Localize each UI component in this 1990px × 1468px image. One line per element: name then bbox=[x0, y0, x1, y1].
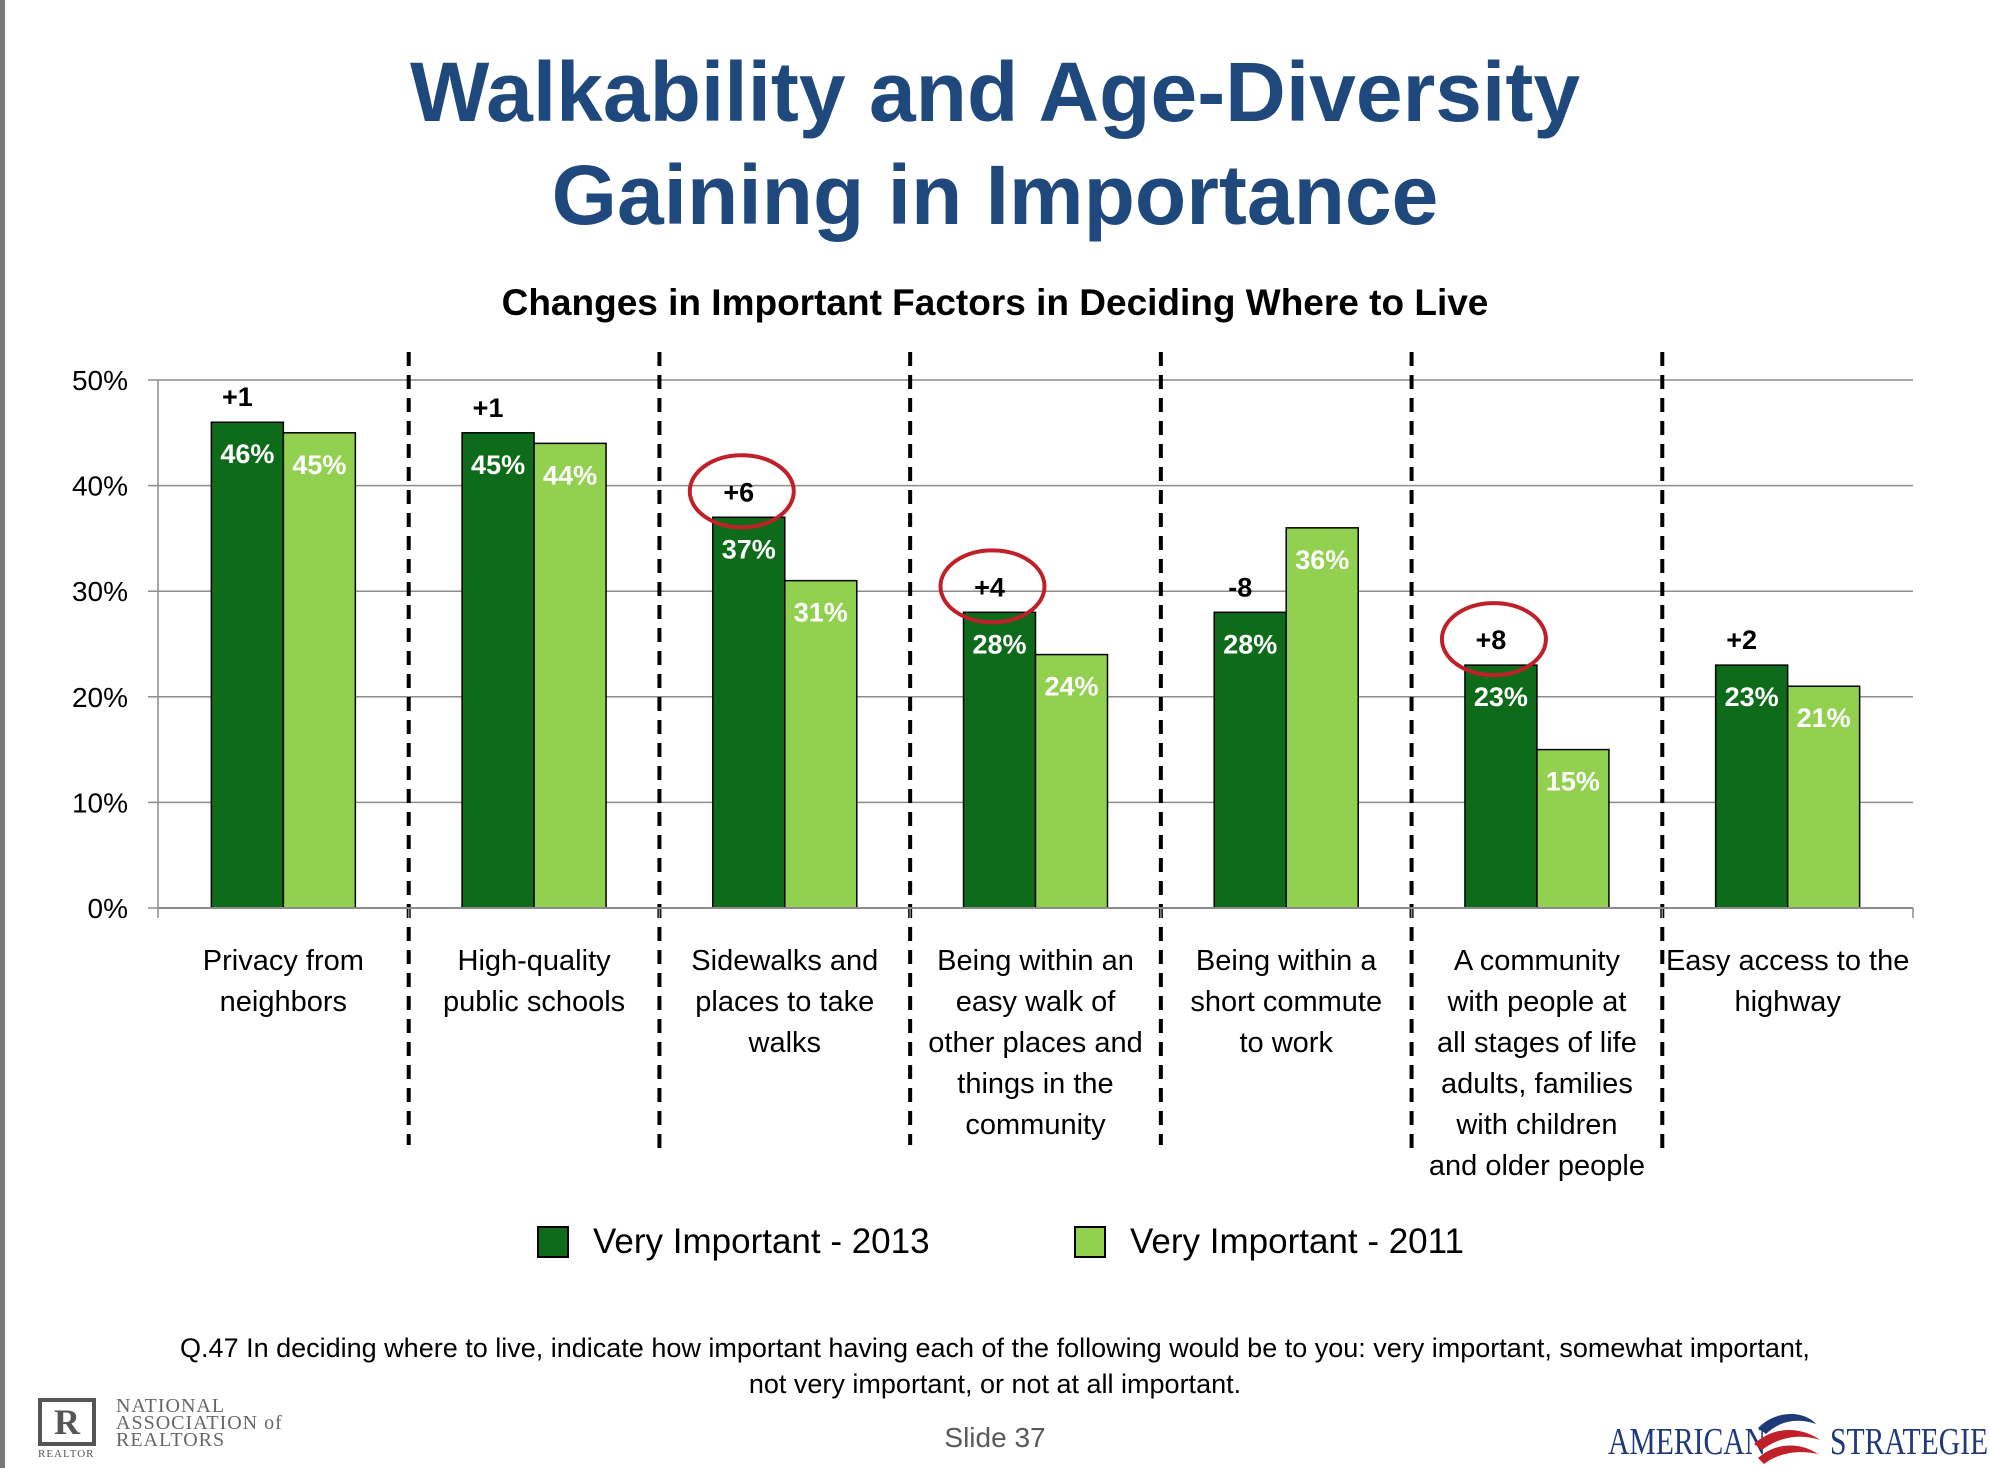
legend-2011: Very Important - 2011 bbox=[1074, 1222, 1464, 1262]
x-category-label: with children bbox=[1455, 1109, 1617, 1141]
x-category-label: A community bbox=[1454, 945, 1620, 977]
x-category-label: High-quality bbox=[458, 945, 612, 977]
data-label-2013: 37% bbox=[722, 534, 776, 564]
bar-2011 bbox=[533, 442, 607, 909]
slide-title-line-2: Gaining in Importance bbox=[551, 148, 1439, 242]
data-label-2013: 46% bbox=[220, 439, 274, 469]
bar-2011 bbox=[1536, 748, 1610, 909]
change-labels: +1 +1 +6 +4 -8 +8 +2 bbox=[222, 382, 1757, 678]
x-category-label: Sidewalks and bbox=[691, 945, 878, 977]
bar-2011 bbox=[1285, 527, 1359, 909]
bar-value-labels: 46% 45% 45% 44% 37% 31% 28% 24% 28% 36% 23% 15% 23% 2… bbox=[220, 439, 1850, 796]
x-category-label: neighbors bbox=[220, 986, 347, 1018]
realtor-r-icon: R bbox=[38, 1398, 96, 1446]
data-label-2011: 24% bbox=[1044, 672, 1098, 702]
x-category-label: to work bbox=[1239, 1027, 1333, 1059]
x-category-label: easy walk of bbox=[956, 986, 1117, 1018]
legend-2013: Very Important - 2013 bbox=[537, 1222, 930, 1262]
footnote-line-2: not very important, or not at all import… bbox=[748, 1369, 1242, 1399]
nar-logo: R REALTOR NATIONAL ASSOCIATION of REALTO… bbox=[38, 1395, 328, 1460]
bar-2011 bbox=[1786, 685, 1861, 909]
american-strategies-logo: AMERICAN STRATEGIES bbox=[1608, 1410, 1990, 1466]
slide-title-line-1: Walkability and Age-Diversity bbox=[409, 45, 1581, 139]
nar-line-2: ASSOCIATION of bbox=[116, 1412, 283, 1434]
x-category-label: other places and bbox=[928, 1027, 1142, 1059]
nar-wordmark: NATIONAL ASSOCIATION of REALTORS bbox=[116, 1395, 283, 1451]
x-category-label: Being within an bbox=[937, 945, 1134, 977]
x-category-label: places to take bbox=[695, 986, 874, 1018]
y-tick-label: 0% bbox=[88, 893, 128, 924]
y-tick-label: 10% bbox=[72, 787, 128, 818]
data-label-2011: 45% bbox=[292, 450, 346, 480]
data-label-2011: 15% bbox=[1546, 767, 1600, 797]
x-category-label: Being within a bbox=[1196, 945, 1377, 977]
legend-label-2011: Very Important - 2011 bbox=[1130, 1222, 1464, 1261]
x-category-label: and older people bbox=[1429, 1150, 1645, 1182]
slide-number: Slide 37 bbox=[944, 1422, 1046, 1453]
x-category-label: with people at bbox=[1446, 986, 1626, 1018]
data-label-2013: 23% bbox=[1474, 682, 1528, 712]
category-dividers bbox=[406, 352, 1665, 1152]
nar-line-3: REALTORS bbox=[116, 1429, 226, 1451]
y-tick-label: 50% bbox=[72, 365, 128, 396]
data-label-2013: 28% bbox=[972, 629, 1026, 659]
legend-swatch-2013 bbox=[537, 1226, 569, 1258]
change-label: +8 bbox=[1476, 625, 1507, 655]
footnote-line-1: Q.47 In deciding where to live, indicate… bbox=[180, 1333, 1810, 1363]
highlight-circle bbox=[938, 548, 1047, 625]
data-label-2011: 31% bbox=[794, 598, 848, 628]
data-label-2013: 23% bbox=[1725, 682, 1779, 712]
x-category-label: short commute bbox=[1190, 986, 1382, 1018]
bar-2013 bbox=[712, 516, 786, 909]
x-category-label: highway bbox=[1734, 986, 1841, 1018]
bar-2011 bbox=[784, 579, 858, 909]
highlight-circle bbox=[1439, 601, 1548, 678]
chart-title: Changes in Important Factors in Deciding… bbox=[501, 282, 1489, 323]
y-tick-label: 40% bbox=[72, 471, 128, 502]
data-label-2011: 44% bbox=[543, 460, 597, 490]
x-category-label: things in the bbox=[957, 1068, 1113, 1100]
highlight-circle bbox=[687, 453, 796, 530]
bar-2013 bbox=[962, 611, 1037, 909]
x-axis bbox=[157, 907, 1914, 918]
footnote: Q.47 In deciding where to live, indicate… bbox=[120, 1330, 1870, 1402]
data-label-2013: 45% bbox=[471, 450, 525, 480]
y-tick-label: 30% bbox=[72, 576, 128, 607]
change-label: -8 bbox=[1228, 572, 1252, 602]
bar-2011 bbox=[282, 432, 357, 909]
bar-2013 bbox=[461, 432, 535, 909]
bar-2013 bbox=[210, 421, 285, 909]
bars bbox=[210, 421, 1861, 909]
change-label: +6 bbox=[723, 477, 754, 507]
change-label: +1 bbox=[473, 393, 504, 423]
x-category-label: community bbox=[965, 1109, 1106, 1141]
x-category-label: Privacy from bbox=[203, 945, 364, 977]
nar-line-1: NATIONAL bbox=[116, 1395, 226, 1417]
logo-word-american: AMERICAN bbox=[1608, 1421, 1767, 1463]
x-axis-labels: Privacy from neighbors High-quality public … bbox=[203, 945, 1910, 1182]
slide-edge bbox=[0, 0, 5, 1468]
y-axis-ticks: 0% 10% 20% 30% 40% 50% bbox=[72, 365, 159, 924]
x-category-label: walks bbox=[748, 1027, 822, 1059]
data-label-2011: 36% bbox=[1295, 545, 1349, 575]
bar-2011 bbox=[1034, 653, 1109, 909]
change-label: +4 bbox=[974, 572, 1005, 602]
x-category-label: public schools bbox=[443, 986, 625, 1018]
bar-2013 bbox=[1714, 664, 1789, 909]
bar-chart: 0% 10% 20% 30% 40% 50% Privacy from neighbors H… bbox=[72, 352, 1914, 1182]
legend-label-2013: Very Important - 2013 bbox=[593, 1222, 930, 1261]
x-category-label: Easy access to the bbox=[1666, 945, 1909, 977]
realtor-small-text: REALTOR bbox=[38, 1448, 95, 1460]
x-category-label: all stages of life bbox=[1437, 1027, 1637, 1059]
data-label-2011: 21% bbox=[1797, 703, 1851, 733]
legend-swatch-2011 bbox=[1074, 1226, 1106, 1258]
flag-swoosh-icon bbox=[1754, 1414, 1820, 1464]
change-label: +2 bbox=[1726, 625, 1757, 655]
data-label-2013: 28% bbox=[1223, 629, 1277, 659]
y-tick-label: 20% bbox=[72, 682, 128, 713]
logo-word-strategies: STRATEGIES bbox=[1830, 1421, 1990, 1463]
change-label: +1 bbox=[222, 382, 253, 412]
x-category-label: adults, families bbox=[1441, 1068, 1633, 1100]
